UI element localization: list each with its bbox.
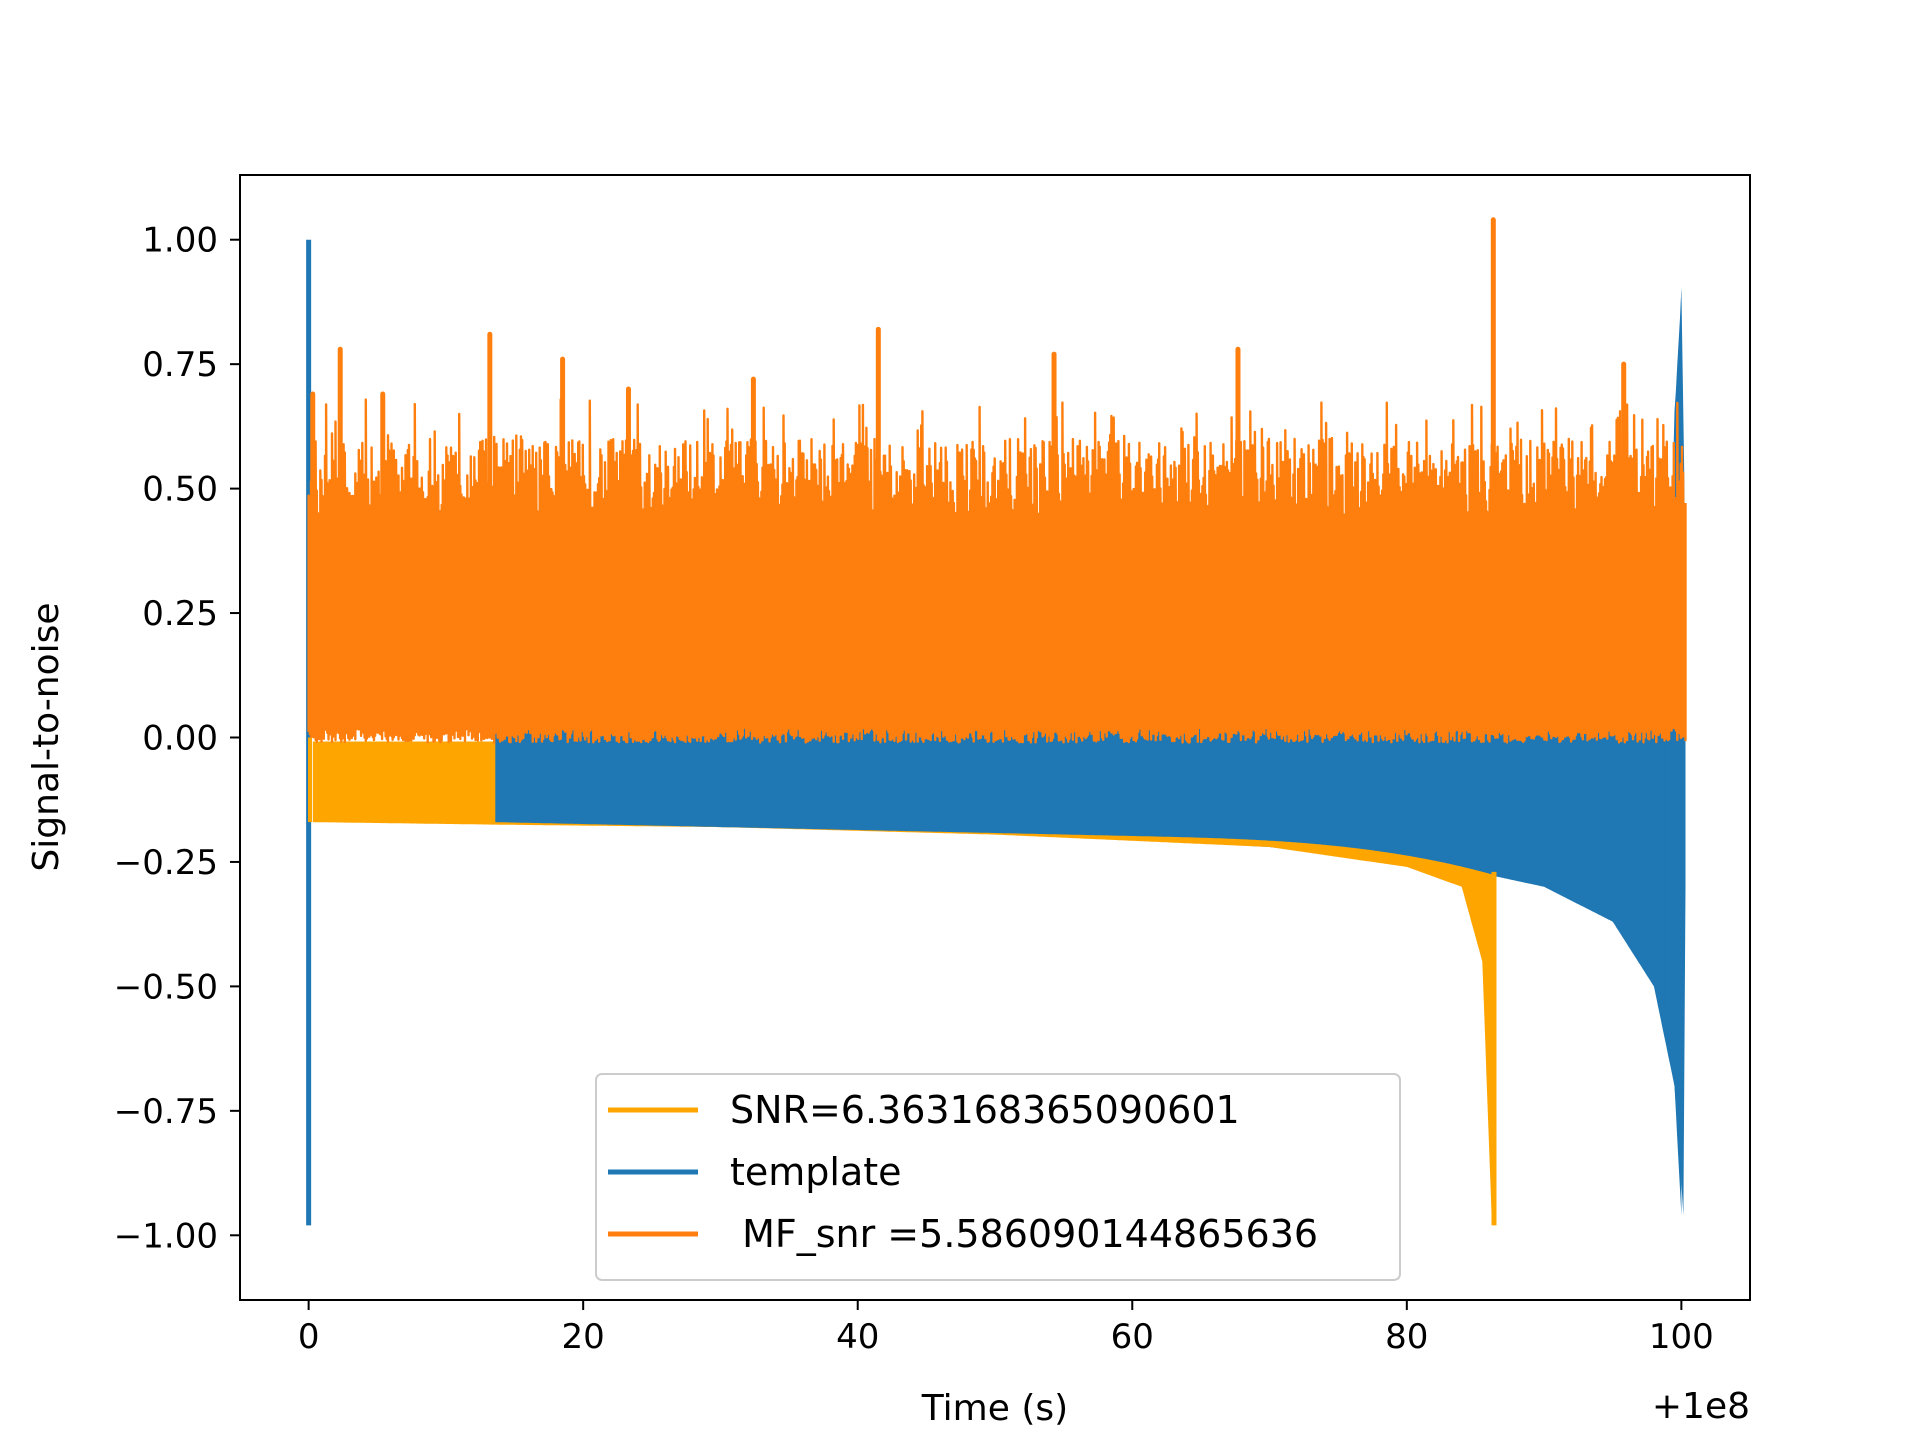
- legend-label-template: template: [730, 1150, 902, 1194]
- template-band-overlay: [495, 708, 1494, 875]
- x-tick-label-5: 100: [1649, 1317, 1714, 1357]
- series-snr: [308, 708, 1497, 1226]
- x-tick-label-0: 0: [298, 1317, 320, 1357]
- series-mf-snr: [307, 217, 1687, 744]
- y-tick-label-4: 0.00: [142, 719, 218, 759]
- y-tick-label-8: −1.00: [114, 1216, 218, 1256]
- x-tick-label-3: 60: [1111, 1317, 1154, 1357]
- x-tick-label-2: 40: [836, 1317, 879, 1357]
- y-tick-label-6: −0.50: [114, 967, 218, 1007]
- y-tick-label-2: 0.50: [142, 470, 218, 510]
- legend-label-mf-snr: MF_snr =5.586090144865636: [730, 1212, 1318, 1256]
- legend-box: [595, 1073, 1401, 1281]
- y-tick-label-0: 1.00: [142, 221, 218, 261]
- x-axis-label: Time (s): [921, 1388, 1068, 1429]
- axes-layer: 0 20 40 60 80 100 1.00 0.75 0.50 0.25 0.00 −0.25 −0.…: [114, 221, 1714, 1357]
- y-axis-label: Signal-to-noise: [26, 602, 67, 871]
- mf-snr-core: [309, 513, 1685, 708]
- x-tick-label-1: 20: [562, 1317, 605, 1357]
- x-tick-label-4: 80: [1385, 1317, 1428, 1357]
- y-tick-label-7: −0.75: [114, 1092, 218, 1132]
- legend-label-snr: SNR=6.363168365090601: [730, 1088, 1240, 1132]
- y-tick-label-5: −0.25: [114, 843, 218, 883]
- y-tick-label-3: 0.25: [142, 594, 218, 634]
- y-tick-label-1: 0.75: [142, 345, 218, 385]
- x-axis-offset-label: +1e8: [1652, 1386, 1750, 1427]
- legend: SNR=6.363168365090601 template MF_snr =5…: [595, 1073, 1401, 1281]
- series-layer: [306, 217, 1687, 1226]
